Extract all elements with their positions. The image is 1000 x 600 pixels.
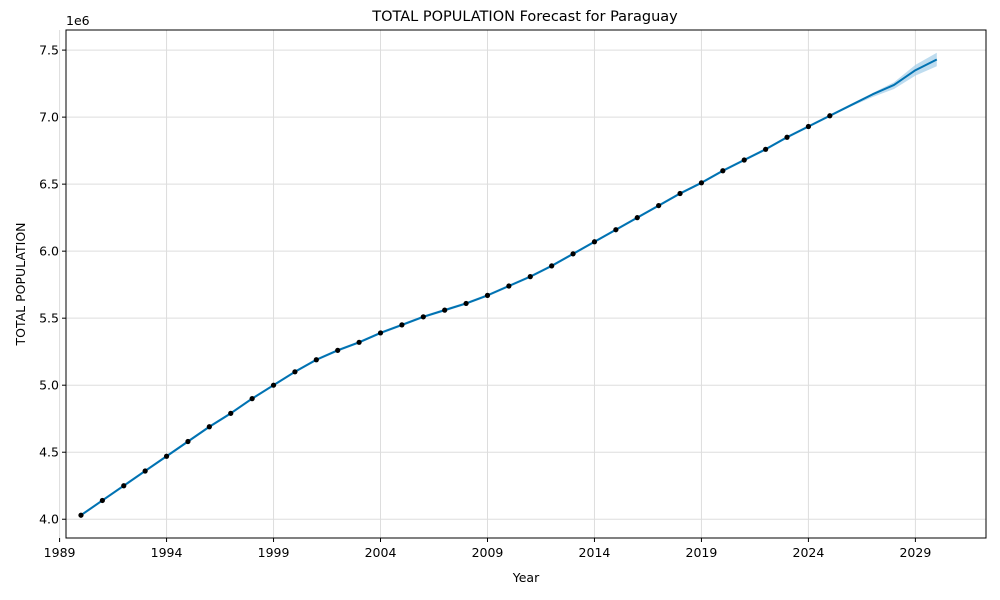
- observed-point: [698, 180, 705, 186]
- y-tick-label: 4.0: [39, 512, 59, 527]
- observed-point: [142, 468, 148, 474]
- observed-point: [420, 314, 426, 320]
- y-tick-label: 7.0: [39, 110, 59, 125]
- observed-point: [270, 382, 277, 388]
- observed-point: [78, 512, 84, 518]
- observed-point: [549, 263, 555, 269]
- observed-point: [463, 300, 469, 307]
- observed-point: [335, 347, 341, 353]
- x-tick-label: 1994: [151, 545, 183, 560]
- x-tick-label: 2014: [579, 545, 611, 560]
- observed-point: [784, 134, 790, 140]
- observed-point: [399, 322, 405, 328]
- y-offset-label: 1e6: [66, 13, 90, 28]
- observed-point: [99, 497, 105, 504]
- observed-point: [720, 168, 726, 174]
- observed-point: [292, 369, 298, 375]
- observed-point: [763, 146, 769, 152]
- observed-point: [827, 113, 833, 119]
- observed-point: [249, 396, 255, 402]
- y-axis-label: TOTAL POPULATION: [13, 222, 28, 346]
- observed-point: [377, 330, 384, 336]
- gridlines: [59, 30, 986, 538]
- observed-point: [527, 274, 533, 280]
- observed-point: [313, 357, 319, 363]
- observed-point: [206, 424, 212, 430]
- observed-point: [634, 215, 640, 221]
- observed-point: [591, 239, 598, 245]
- observed-point: [163, 453, 170, 459]
- y-tick-label: 6.0: [39, 244, 59, 259]
- observed-point: [484, 292, 491, 298]
- observed-point: [442, 307, 448, 313]
- x-tick-label: 2004: [365, 545, 397, 560]
- observed-point: [121, 483, 127, 489]
- observed-point: [677, 190, 683, 197]
- observed-point: [656, 202, 662, 209]
- x-tick-label: 2019: [686, 545, 718, 560]
- observed-point: [228, 410, 234, 416]
- y-tick-label: 5.0: [39, 378, 59, 393]
- observed-point: [570, 251, 576, 257]
- y-tick-label: 4.5: [39, 445, 59, 460]
- chart-title: TOTAL POPULATION Forecast for Paraguay: [371, 9, 678, 25]
- x-tick-label: 2024: [793, 545, 825, 560]
- observed-point: [356, 339, 362, 345]
- observed-point: [185, 438, 191, 445]
- x-tick-label: 2009: [472, 545, 504, 560]
- x-tick-label: 1989: [44, 545, 76, 560]
- observed-points: [78, 113, 833, 518]
- observed-point: [805, 123, 812, 130]
- observed-point: [613, 227, 619, 233]
- x-tick-label: 2029: [899, 545, 931, 560]
- x-axis-ticks: 1989 1994 1999 2004 2009 2014 2019 2024 2029: [44, 538, 931, 560]
- plot-frame: [65, 29, 987, 539]
- observed-point: [741, 157, 747, 163]
- x-tick-label: 1999: [258, 545, 290, 560]
- y-tick-label: 7.5: [39, 43, 59, 58]
- y-tick-label: 6.5: [39, 177, 59, 192]
- x-axis-label: Year: [512, 570, 540, 585]
- y-axis-ticks: 4.0 4.5 5.0 5.5 6.0 6.5 7.0 7.5: [39, 43, 66, 527]
- observed-point: [506, 283, 512, 289]
- y-tick-label: 5.5: [39, 311, 59, 326]
